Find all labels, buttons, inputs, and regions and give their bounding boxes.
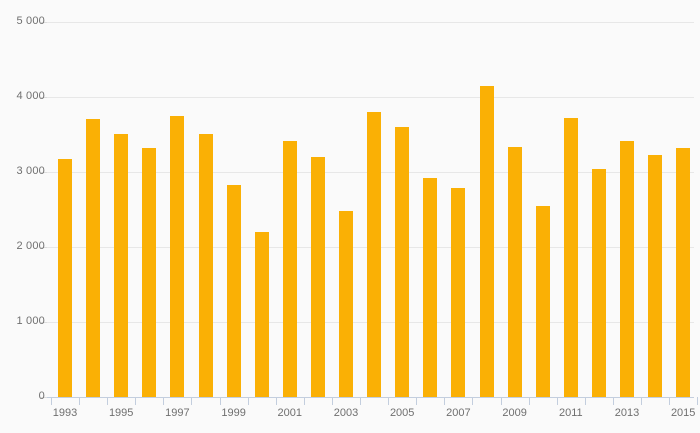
gridline (47, 22, 694, 23)
x-axis-tick (585, 397, 586, 405)
x-axis-tick-label: 2001 (277, 407, 303, 419)
bar[interactable] (339, 210, 353, 397)
bar[interactable] (367, 112, 382, 397)
bar[interactable] (648, 154, 663, 397)
x-axis-line (47, 397, 694, 398)
x-axis-tick (304, 397, 305, 405)
x-axis-tick (444, 397, 445, 405)
bar[interactable] (563, 118, 578, 397)
x-axis-tick (163, 397, 164, 405)
bar[interactable] (282, 141, 297, 397)
x-axis-tick-label: 2011 (558, 407, 583, 419)
x-axis-tick-label: 1995 (108, 407, 134, 419)
y-axis-tick (41, 22, 47, 23)
x-axis-tick (332, 397, 333, 405)
bar[interactable] (395, 127, 410, 397)
bar[interactable] (254, 232, 269, 397)
x-axis-tick (135, 397, 136, 405)
y-axis-tick-label: 1 000 (16, 315, 45, 327)
bar[interactable] (86, 118, 101, 397)
x-axis-tick-label: 2009 (502, 407, 527, 419)
x-axis-tick (388, 397, 389, 405)
y-axis-tick-label: 3 000 (16, 165, 45, 177)
x-axis-tick (501, 397, 502, 405)
x-axis-tick (641, 397, 642, 405)
x-axis-tick (697, 397, 698, 405)
y-axis-tick (41, 247, 47, 248)
x-axis-tick-label: 1993 (52, 407, 78, 419)
gridline (47, 97, 694, 98)
bar[interactable] (591, 169, 606, 397)
y-axis-tick (41, 322, 47, 323)
y-axis-tick (41, 172, 47, 173)
bar[interactable] (535, 205, 550, 397)
bar[interactable] (507, 146, 522, 397)
bar[interactable] (58, 159, 72, 397)
bar[interactable] (620, 141, 634, 397)
y-axis-tick-label: 5 000 (16, 15, 45, 27)
x-axis-tick (107, 397, 108, 405)
y-axis-tick-label: 2 000 (16, 240, 45, 252)
bar[interactable] (676, 147, 691, 397)
y-axis-tick (41, 97, 47, 98)
x-axis-tick (669, 397, 670, 405)
y-axis-tick (41, 397, 47, 398)
x-axis-tick (472, 397, 473, 405)
x-axis-tick-label: 2003 (333, 407, 359, 419)
x-axis-tick (416, 397, 417, 405)
bar[interactable] (198, 134, 213, 397)
bar[interactable] (310, 157, 325, 397)
bar[interactable] (142, 148, 157, 397)
bar[interactable] (479, 85, 494, 397)
x-axis-tick (613, 397, 614, 405)
x-axis-tick (220, 397, 221, 405)
bar[interactable] (170, 115, 185, 397)
x-axis-tick-label: 2005 (389, 407, 415, 419)
x-axis-tick (529, 397, 530, 405)
x-axis-tick (557, 397, 558, 405)
x-axis-tick-label: 2007 (446, 407, 471, 419)
bar[interactable] (114, 134, 129, 397)
x-axis-tick-label: 2015 (670, 407, 696, 419)
x-axis-tick (248, 397, 249, 405)
bar[interactable] (226, 184, 241, 397)
x-axis-tick (79, 397, 80, 405)
x-axis-tick (191, 397, 192, 405)
x-axis-tick (276, 397, 277, 405)
x-axis-tick-label: 2013 (614, 407, 640, 419)
bar[interactable] (423, 177, 438, 397)
y-axis-tick-label: 4 000 (16, 90, 45, 102)
x-axis-tick-label: 1997 (165, 407, 190, 419)
x-axis-tick (360, 397, 361, 405)
y-axis-tick-label: 0 (38, 390, 45, 402)
bar[interactable] (451, 188, 466, 397)
x-axis-tick-label: 1999 (221, 407, 246, 419)
x-axis-tick (51, 397, 52, 405)
